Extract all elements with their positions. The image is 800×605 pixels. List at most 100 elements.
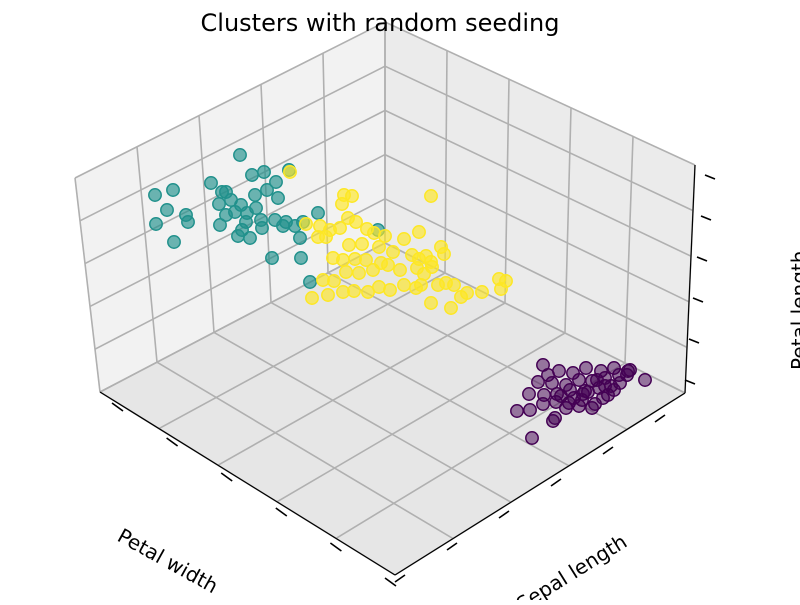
cluster-2-point: [397, 278, 411, 292]
cluster-0-point: [596, 391, 610, 405]
cluster-0-point: [559, 401, 573, 415]
right-pane-gridline: [384, 109, 692, 257]
y-axis-tick: [394, 574, 406, 583]
cluster-2-point: [454, 290, 468, 304]
z-axis-tick: [696, 256, 708, 262]
z-axis-tick: [688, 338, 700, 344]
floor-gridline: [158, 272, 446, 430]
cluster-1-point: [213, 218, 227, 232]
axis-ticks: [99, 164, 716, 587]
y-axis-tick: [602, 446, 614, 455]
left-pane-gridline: [136, 146, 158, 363]
cluster-2-point: [335, 197, 349, 211]
cluster-2-point: [431, 278, 445, 292]
floor-gridline: [156, 361, 454, 540]
chart-title: Clusters with random seeding: [201, 9, 560, 37]
cluster-2-point: [409, 281, 423, 295]
x-axis-label: Petal width: [114, 523, 223, 598]
cluster-1-point: [167, 235, 181, 249]
z-axis-edge: [684, 164, 696, 394]
y-axis-label: Sepal length: [512, 529, 631, 600]
cluster-2-point: [355, 237, 369, 251]
cluster-2-point: [342, 238, 356, 252]
x-axis-tick: [166, 437, 179, 447]
right-pane-gridline: [384, 198, 688, 349]
cluster-1-point: [293, 231, 307, 245]
cluster-0-point: [554, 389, 568, 403]
cluster-1-point: [254, 213, 268, 227]
cluster-2-point: [352, 266, 366, 280]
cluster-2-point: [412, 252, 426, 266]
y-axis-tick: [550, 478, 562, 487]
cluster-1-point: [149, 217, 163, 231]
cluster-0-point: [638, 373, 652, 387]
y-axis-edge: [394, 392, 686, 576]
right-pane-gridline: [504, 79, 510, 304]
cluster-2-point: [366, 263, 380, 277]
cluster-1-point: [276, 219, 290, 233]
cluster-2-point: [319, 230, 333, 244]
cluster-0-point: [546, 414, 560, 428]
cluster-0-point: [522, 387, 536, 401]
x-axis-tick: [275, 507, 288, 517]
cluster-2-point: [397, 232, 411, 246]
cluster-0-point: [620, 368, 634, 382]
cluster-0-point: [531, 375, 545, 389]
y-axis-tick: [498, 510, 510, 519]
floor-gridline: [213, 331, 512, 503]
cluster-2-point: [383, 283, 397, 297]
cluster-1-point: [166, 183, 180, 197]
left-pane-gridline: [99, 242, 386, 393]
right-pane-gridline: [384, 65, 694, 212]
left-pane-gridline: [84, 109, 386, 265]
cluster-1-point: [257, 165, 271, 179]
z-axis-tick: [684, 379, 696, 385]
right-pane-gridline: [564, 107, 572, 334]
left-pane-gridline: [79, 65, 386, 222]
cluster-1-point: [240, 206, 254, 220]
cluster-2-point: [299, 217, 313, 231]
x-axis-tick: [220, 472, 233, 482]
cluster-1-point: [231, 229, 245, 243]
cluster-2-point: [349, 215, 363, 229]
y-axis-tick: [654, 414, 666, 423]
cluster-1-point: [219, 208, 233, 222]
cluster-2-point: [393, 263, 407, 277]
cluster-0-point: [536, 397, 550, 411]
cluster-0-point: [510, 404, 524, 418]
cluster-2-point: [424, 189, 438, 203]
z-axis-label: Petal length: [787, 251, 800, 370]
cluster-2-point: [372, 240, 386, 254]
z-axis-tick: [700, 215, 712, 221]
right-pane-gridline: [384, 153, 690, 303]
cluster-2-point: [447, 278, 461, 292]
cluster-2-point: [386, 245, 400, 259]
cluster-2-point: [347, 284, 361, 298]
cluster-2-point: [412, 225, 426, 239]
cluster-0-point: [585, 401, 599, 415]
cluster-2-point: [417, 267, 431, 281]
cluster-1-point: [245, 168, 259, 182]
x-axis-tick: [384, 577, 397, 587]
cluster-2-point: [378, 229, 392, 243]
floor-gridline: [276, 332, 566, 503]
cluster-2-point: [283, 165, 297, 179]
cluster-1-point: [148, 188, 162, 202]
cluster-2-point: [359, 253, 373, 267]
left-pane-gridline: [74, 21, 386, 179]
cluster-0-point: [598, 379, 612, 393]
y-axis-tick: [446, 542, 458, 551]
right-pane-gridline: [444, 50, 448, 274]
cluster-1-point: [265, 251, 279, 265]
cluster-2-point: [444, 301, 458, 315]
cluster-0-point: [579, 361, 593, 375]
cluster-2-point: [336, 253, 350, 267]
floor-gridline: [270, 301, 570, 467]
cluster-1-point: [212, 197, 226, 211]
cluster-2-point: [424, 255, 438, 269]
z-axis-tick: [704, 174, 716, 180]
left-pane-gridline: [74, 177, 101, 393]
cluster-1-point: [248, 188, 262, 202]
